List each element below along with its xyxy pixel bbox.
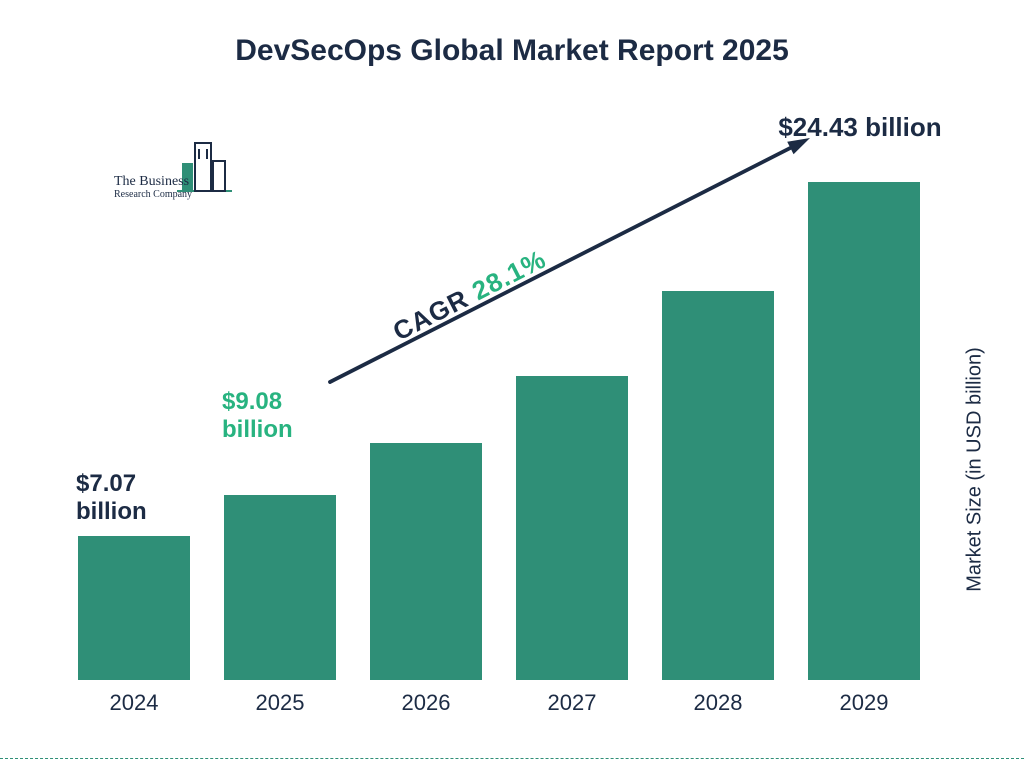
y-axis-label: Market Size (in USD billion) xyxy=(964,320,987,620)
x-label-2026: 2026 xyxy=(370,690,482,716)
x-label-2028: 2028 xyxy=(662,690,774,716)
value-label-2024: $7.07 billion xyxy=(76,470,147,525)
bar-2028 xyxy=(662,291,774,680)
bar-2029 xyxy=(808,182,920,680)
footer-divider xyxy=(0,758,1024,759)
cagr-label: CAGR 28.1% xyxy=(388,244,551,348)
bar-2025 xyxy=(224,495,336,680)
bar-2027 xyxy=(516,376,628,680)
value-label-2024-unit: billion xyxy=(76,498,147,526)
value-label-2024-amount: $7.07 xyxy=(76,470,147,498)
cagr-value: 28.1% xyxy=(467,244,551,306)
company-logo: The Business Research Company xyxy=(114,145,192,170)
logo-text: The Business Research Company xyxy=(114,175,192,200)
x-label-2027: 2027 xyxy=(516,690,628,716)
cagr-prefix: CAGR xyxy=(388,279,481,346)
logo-line1: The Business xyxy=(114,175,192,190)
value-label-2025-amount: $9.08 xyxy=(222,388,293,416)
value-label-2029: $24.43 billion xyxy=(750,112,970,143)
chart-stage: DevSecOps Global Market Report 2025 The … xyxy=(0,0,1024,768)
x-label-2029: 2029 xyxy=(808,690,920,716)
x-label-2024: 2024 xyxy=(78,690,190,716)
logo-line2: Research Company xyxy=(114,190,192,201)
bar-2026 xyxy=(370,443,482,680)
x-label-2025: 2025 xyxy=(224,690,336,716)
bar-2024 xyxy=(78,536,190,680)
value-label-2025-unit: billion xyxy=(222,416,293,444)
chart-title: DevSecOps Global Market Report 2025 xyxy=(0,34,1024,68)
value-label-2025: $9.08 billion xyxy=(222,388,293,443)
